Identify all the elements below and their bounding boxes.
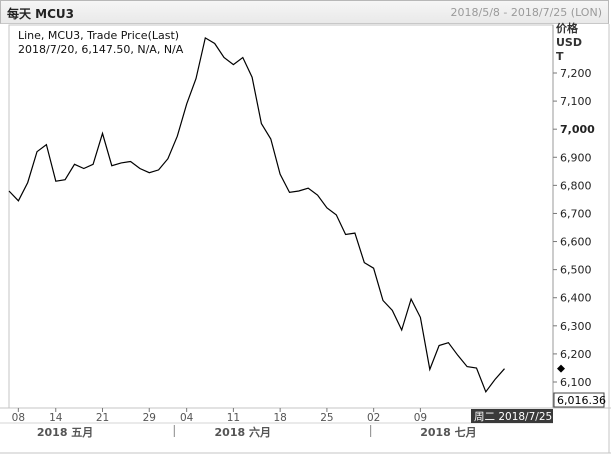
y-tick-label: 7,000 xyxy=(560,123,595,136)
legend-series-description: Line, MCU3, Trade Price(Last) xyxy=(18,29,180,42)
x-tick-label: 21 xyxy=(96,412,109,424)
y-tick-label: 6,500 xyxy=(560,264,592,277)
y-axis-ticks: 6,100 6,200 6,300 6,400 6,500 6,600 6,700 6,800… xyxy=(553,67,595,389)
x-tick-label: 14 xyxy=(49,412,63,424)
x-tick-label: 11 xyxy=(227,412,240,424)
x-tick-label: 18 xyxy=(273,412,286,424)
plot-frame xyxy=(8,24,554,409)
y-tick-label: 6,300 xyxy=(560,320,592,333)
series-layer xyxy=(8,36,505,394)
date-range-label: 2018/5/8 - 2018/7/25 (LON) xyxy=(450,6,602,19)
x-axis-ticks: 08 14 21 29 04 11 18 25 02 09 2018 五月 2018 六月 2018 七… xyxy=(12,408,477,439)
x-tick-label: 04 xyxy=(180,412,194,424)
unit-line-price: 价格 xyxy=(556,22,578,35)
unit-line-tonne: T xyxy=(556,50,564,63)
y-tick-label: 6,700 xyxy=(560,207,592,220)
y-tick-label: 6,100 xyxy=(560,376,592,389)
legend-last-point: 2018/7/20, 6,147.50, N/A, N/A xyxy=(18,43,184,56)
series-line xyxy=(8,36,505,394)
current-value-text: 6,016.36 xyxy=(557,394,606,407)
x-tick-label: 08 xyxy=(12,412,25,424)
current-value-box xyxy=(553,392,605,408)
y-axis-unit: 价格 USD T xyxy=(556,22,582,64)
x-tick-label: 02 xyxy=(367,412,380,424)
y-tick-label: 7,200 xyxy=(560,67,592,80)
chart-titlebar: 每天 MCU3 2018/5/8 - 2018/7/25 (LON) xyxy=(0,0,609,24)
x-month-label: 2018 六月 xyxy=(215,425,271,439)
x-tick-label: 29 xyxy=(143,412,156,424)
y-tick-label: 6,900 xyxy=(560,151,592,164)
x-month-label: 2018 五月 xyxy=(37,426,93,439)
cursor-date-tag xyxy=(471,409,553,423)
y-tick-label: 6,200 xyxy=(560,348,592,361)
unit-line-currency: USD xyxy=(556,36,582,49)
y-tick-label: 6,400 xyxy=(560,292,592,305)
last-value-marker xyxy=(557,364,565,373)
x-month-label: 2018 七月 xyxy=(420,425,476,439)
x-tick-label: 09 xyxy=(414,412,427,424)
x-tick-label: 25 xyxy=(320,412,333,424)
cursor-date-text: 周二 2018/7/25 xyxy=(474,411,552,423)
y-tick-label: 7,100 xyxy=(560,95,592,108)
y-tick-label: 6,600 xyxy=(560,236,592,249)
y-tick-label: 6,800 xyxy=(560,179,592,192)
chart-title: 每天 MCU3 xyxy=(7,7,75,21)
